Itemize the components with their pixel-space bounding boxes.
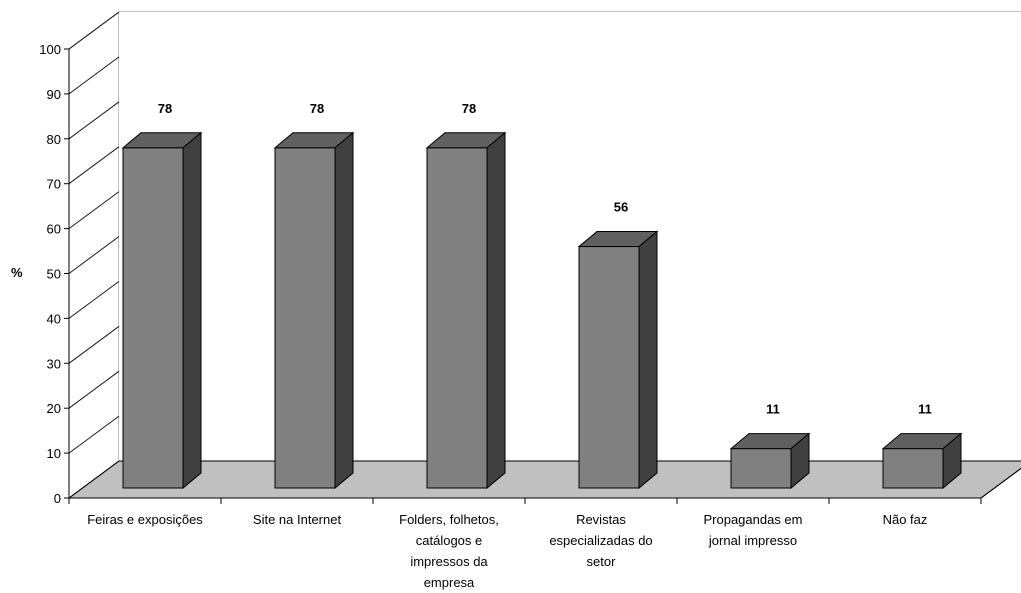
bar-front: [274, 147, 336, 489]
y-tick-label: 50: [47, 267, 61, 282]
bar: [881, 432, 963, 490]
data-label: 78: [158, 101, 172, 116]
category-label-line: Site na Internet: [253, 512, 342, 527]
category-label-line: jornal impresso: [708, 533, 797, 548]
category-label: Não faz: [883, 512, 928, 527]
data-label: 78: [462, 101, 476, 116]
category-label-line: Feiras e exposições: [87, 512, 203, 527]
bar: [425, 131, 507, 490]
y-tick-depth: [68, 325, 120, 364]
category-label-line: Propagandas em: [703, 512, 802, 527]
bar-side: [334, 131, 354, 490]
category-label-line: Folders, folhetos,: [399, 512, 499, 527]
y-tick-depth: [68, 56, 120, 95]
y-tick-depth: [68, 415, 120, 454]
category-label: Propagandas em jornal impresso: [703, 512, 802, 548]
bar-front: [578, 246, 640, 489]
y-tick-depth: [68, 460, 120, 499]
category-label-line: Não faz: [883, 512, 928, 527]
chart-walls: [68, 11, 1021, 498]
category-label-line: setor: [587, 554, 617, 569]
bar: [577, 230, 659, 490]
bar-front: [730, 448, 792, 489]
data-labels: 78 78 78 56 11 11: [158, 101, 932, 417]
bar-side: [182, 131, 202, 490]
y-tick-label: 90: [47, 87, 61, 102]
y-tick-depth: [68, 101, 120, 140]
y-axis: 0 10 20 30 40 50 60 70 80 90 100: [39, 11, 120, 506]
y-tick-label: 10: [47, 446, 61, 461]
bar: [121, 131, 203, 490]
bar-front: [882, 448, 944, 489]
x-axis: Feiras e exposições Site na Internet Folde…: [68, 467, 1021, 590]
y-tick-depth: [68, 146, 120, 185]
bar-side: [942, 432, 962, 490]
data-label: 11: [766, 402, 780, 417]
category-label: Feiras e exposições: [87, 512, 203, 527]
category-label: Site na Internet: [253, 512, 342, 527]
bar-front: [426, 147, 488, 489]
bar-side: [486, 131, 506, 490]
y-tick-depth: [68, 191, 120, 230]
category-label-line: empresa: [424, 575, 475, 590]
y-tick-label: 80: [47, 132, 61, 147]
data-label: 56: [614, 200, 628, 215]
y-tick-label: 70: [47, 177, 61, 192]
y-tick-depth: [68, 11, 120, 50]
back-wall: [119, 12, 1021, 461]
category-label: Folders, folhetos, catálogos e impressos d…: [399, 512, 499, 590]
y-tick-label: 0: [54, 491, 61, 506]
y-tick-label: 40: [47, 311, 61, 326]
bar: [273, 131, 355, 490]
y-tick-label: 60: [47, 222, 61, 237]
category-label-line: especializadas do: [549, 533, 652, 548]
y-tick-label: 100: [39, 42, 61, 57]
y-tick-depth: [68, 370, 120, 409]
data-label: 78: [310, 101, 324, 116]
bar: [729, 432, 811, 490]
chart-floor: [67, 460, 1021, 499]
y-tick-label: 30: [47, 356, 61, 371]
category-label-line: impressos da: [410, 554, 488, 569]
bar-side: [790, 432, 810, 490]
chart-floor-plane: [67, 460, 1021, 499]
bar-side: [638, 230, 658, 490]
y-tick-label: 20: [47, 401, 61, 416]
y-tick-depth: [68, 236, 120, 274]
y-axis-label: %: [11, 265, 23, 280]
bar-front: [122, 147, 184, 489]
y-tick-depth: [68, 280, 120, 319]
category-label: Revistas especializadas do setor: [549, 512, 652, 569]
data-label: 11: [918, 402, 932, 417]
category-label-line: Revistas: [576, 512, 626, 527]
category-label-line: catálogos e: [416, 533, 483, 548]
bars: [121, 131, 963, 490]
floor-right-edge: [980, 467, 1021, 499]
